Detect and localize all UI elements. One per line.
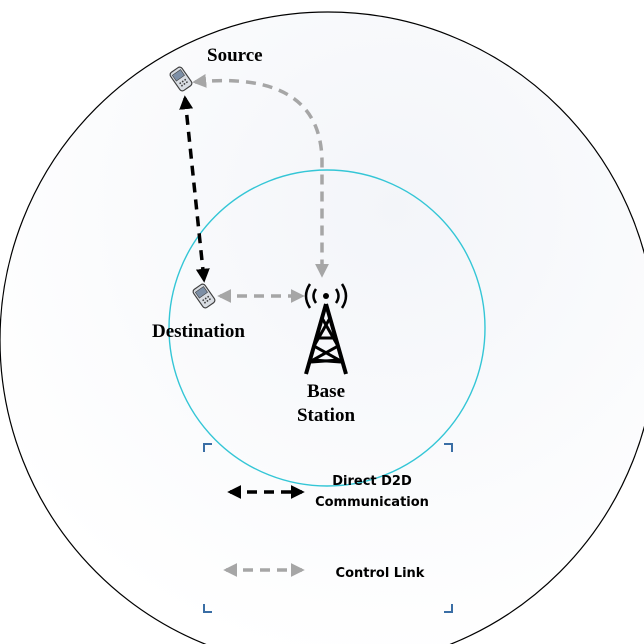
- legend-control-label: Control Link: [336, 566, 425, 581]
- legend-frame: [203, 443, 453, 613]
- destination-label: Destination: [152, 321, 245, 342]
- source-label: Source: [207, 45, 263, 66]
- base-station-label-line1: Base: [307, 381, 345, 402]
- d2d-link-source-destination: [179, 95, 210, 283]
- base-station-tower-icon: [304, 283, 348, 375]
- base-station-label-line2: Station: [297, 405, 356, 426]
- source-phone-icon: [169, 66, 193, 92]
- legend-d2d-label-line2: Communication: [315, 495, 429, 510]
- control-link-source-base: [192, 73, 329, 278]
- legend-d2d-label-line1: Direct D2D: [332, 474, 412, 489]
- outer-cell-boundary: [0, 11, 644, 644]
- destination-phone-icon: [192, 283, 216, 309]
